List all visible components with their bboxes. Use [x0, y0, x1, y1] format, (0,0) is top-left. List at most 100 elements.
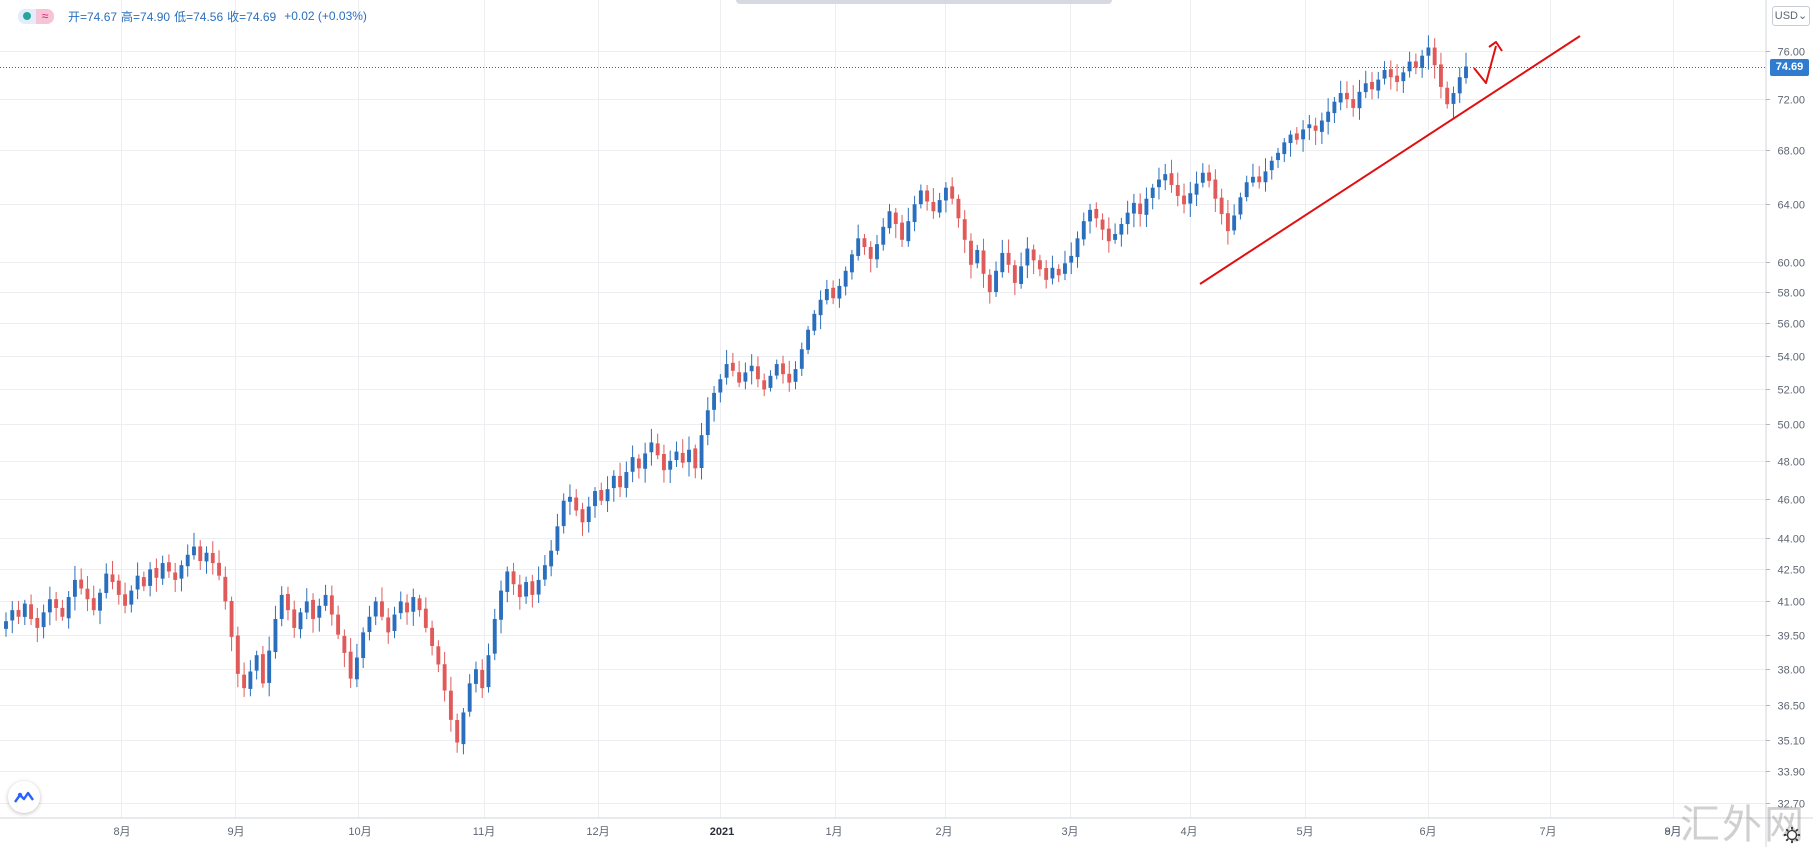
candle — [1031, 244, 1036, 275]
gear-icon[interactable] — [1783, 826, 1801, 844]
price-axis[interactable]: 76.00 72.00 68.00 64.00 60.00 58.00 56.00 54.00… — [1765, 0, 1805, 847]
candle — [1182, 183, 1186, 214]
candle — [1370, 72, 1374, 100]
x-tick-label: 9月 — [227, 826, 244, 838]
candle — [185, 544, 190, 577]
currency-selector[interactable]: USD⌄ — [1772, 6, 1810, 26]
candle — [217, 550, 221, 581]
candle — [937, 192, 942, 218]
tradingview-logo-icon[interactable] — [8, 781, 40, 813]
y-tick-label: 38.00 — [1777, 665, 1805, 677]
candle — [505, 566, 510, 603]
candle — [586, 496, 591, 533]
candles — [4, 35, 1468, 755]
candle — [693, 444, 698, 479]
candle — [436, 640, 441, 673]
candle — [204, 546, 209, 574]
candle — [1282, 138, 1287, 163]
candle — [1294, 127, 1299, 145]
candle — [524, 576, 529, 604]
candle — [893, 207, 898, 239]
candle — [1025, 237, 1030, 279]
status-badge[interactable] — [18, 8, 36, 24]
wave-icon[interactable]: ≈ — [36, 8, 54, 24]
candle — [1188, 181, 1193, 217]
legend-close: 收=74.69 — [227, 9, 277, 24]
candle — [755, 356, 760, 388]
candle — [812, 310, 817, 336]
candle — [831, 280, 836, 305]
y-tick-label: 32.70 — [1777, 799, 1805, 811]
candle — [994, 261, 998, 297]
candle — [1257, 166, 1262, 189]
candle — [542, 555, 547, 587]
y-tick-label: 56.00 — [1777, 319, 1805, 331]
candle — [486, 643, 491, 693]
candle — [824, 279, 829, 305]
y-tick-label: 58.00 — [1777, 288, 1805, 300]
candle — [354, 643, 359, 688]
candle — [423, 597, 428, 633]
candle — [1144, 187, 1149, 228]
candle — [530, 574, 535, 608]
x-tick-label: 8月 — [1664, 826, 1681, 838]
candle — [54, 591, 59, 621]
candle — [705, 397, 710, 446]
candle — [135, 562, 140, 600]
candle — [35, 607, 40, 643]
legend-open: 开=74.67 — [68, 9, 118, 24]
candle — [123, 582, 127, 614]
x-tick-label: 4月 — [1180, 826, 1197, 838]
watermark: 汇外网 — [1680, 802, 1806, 848]
x-tick-label: 1月 — [825, 826, 842, 838]
candle — [950, 177, 955, 205]
top-toolbar-tab[interactable] — [736, 0, 1112, 4]
candle — [1088, 203, 1092, 234]
legend-low: 低=74.56 — [174, 9, 224, 24]
candle — [1175, 172, 1180, 207]
candle — [442, 651, 447, 702]
candle — [242, 662, 247, 697]
candle — [630, 445, 635, 483]
x-tick-label: 12月 — [586, 826, 609, 838]
y-tick-label: 44.00 — [1777, 534, 1805, 546]
y-tick-label: 36.50 — [1777, 701, 1805, 713]
candle — [1000, 239, 1005, 278]
candle — [29, 594, 34, 626]
candle — [1413, 53, 1418, 75]
candle — [311, 593, 315, 633]
candle — [599, 482, 604, 506]
y-tick-label: 41.00 — [1777, 597, 1805, 609]
y-tick-label: 60.00 — [1777, 258, 1805, 270]
candle — [329, 585, 334, 626]
candle — [636, 454, 641, 479]
candle — [192, 532, 196, 560]
candle — [85, 576, 90, 612]
candle — [1382, 61, 1387, 85]
candle — [361, 627, 366, 669]
y-tick-label: 48.00 — [1777, 457, 1805, 469]
candle — [499, 580, 503, 634]
candle — [712, 385, 717, 422]
candle — [1363, 70, 1368, 99]
candle — [1451, 86, 1456, 119]
status-dot-icon — [23, 12, 31, 20]
candle — [1069, 242, 1074, 275]
candle — [618, 462, 623, 498]
x-tick-label: 10月 — [348, 826, 371, 838]
candle — [868, 241, 873, 273]
x-tick-label: 11月 — [473, 826, 495, 838]
candle — [1094, 202, 1099, 228]
candle — [154, 558, 159, 592]
candle — [292, 600, 297, 638]
candle — [1432, 38, 1437, 79]
candle — [1288, 130, 1293, 157]
candle — [1044, 260, 1049, 289]
candle — [561, 493, 566, 534]
candle — [749, 354, 754, 385]
y-tick-label: 76.00 — [1777, 47, 1805, 59]
candle — [417, 594, 422, 617]
trendline — [1199, 35, 1581, 285]
